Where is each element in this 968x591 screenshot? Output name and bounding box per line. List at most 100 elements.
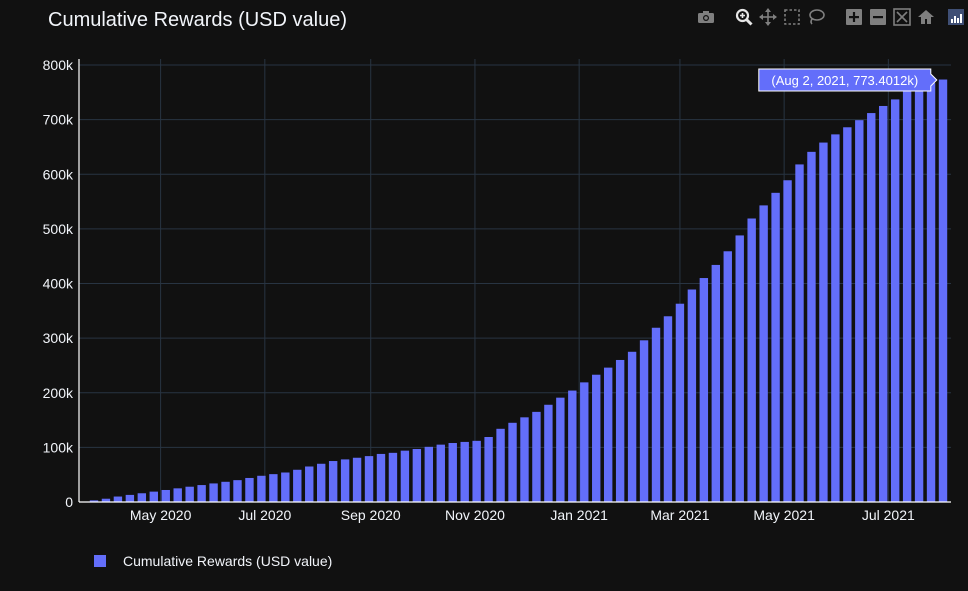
x-tick-label: Jan 2021 (550, 507, 608, 523)
bar (699, 278, 709, 502)
bar (460, 441, 469, 502)
bar (902, 91, 912, 502)
bar (149, 491, 158, 502)
bar (795, 164, 804, 503)
bar (914, 85, 924, 502)
zoom-out-icon[interactable] (866, 6, 890, 28)
y-tick-label: 800k (43, 57, 74, 73)
bar (926, 83, 936, 503)
bar (173, 488, 182, 502)
x-tick-label: Jul 2021 (862, 507, 915, 523)
bar (113, 496, 123, 502)
x-tick-label: May 2021 (753, 507, 815, 523)
bar (627, 351, 637, 502)
y-tick-label: 0 (65, 494, 73, 510)
bar (161, 489, 170, 502)
bar (867, 113, 876, 502)
x-tick-label: Nov 2020 (445, 507, 505, 523)
bar (209, 483, 218, 502)
bar (938, 79, 948, 502)
chart-title: Cumulative Rewards (USD value) (48, 9, 347, 31)
bar (723, 251, 732, 502)
bar (328, 461, 338, 502)
y-tick-label: 300k (43, 330, 74, 346)
bar (639, 340, 649, 502)
bar (687, 289, 697, 502)
x-tick-label: May 2020 (130, 507, 192, 523)
autoscale-icon[interactable] (890, 6, 914, 28)
bar (747, 218, 756, 502)
bar (472, 440, 481, 502)
bar (316, 463, 326, 502)
bar (388, 452, 398, 502)
box-select-icon[interactable] (780, 6, 804, 28)
bar (663, 316, 673, 502)
bar (221, 481, 230, 502)
zoom-in-icon[interactable] (842, 6, 866, 28)
bar (185, 486, 194, 502)
bar (592, 374, 601, 502)
legend-swatch-icon (94, 555, 106, 567)
hover-text: (Aug 2, 2021, 773.4012k) (771, 73, 918, 88)
bar (245, 477, 254, 502)
bar (257, 475, 266, 502)
bar (890, 99, 900, 502)
bar (544, 404, 553, 502)
bar (400, 450, 410, 502)
bar (293, 469, 302, 502)
bar (137, 493, 147, 502)
bar (412, 449, 422, 502)
y-tick-label: 100k (43, 439, 74, 455)
bar (735, 235, 744, 502)
bar (340, 459, 350, 502)
bar (675, 303, 685, 502)
bar (580, 382, 589, 502)
bar (484, 436, 493, 502)
bar (305, 466, 314, 502)
zoom-icon[interactable] (732, 6, 756, 28)
bar (879, 105, 888, 502)
pan-icon[interactable] (756, 6, 780, 28)
reset-axes-icon[interactable] (914, 6, 938, 28)
bar (807, 151, 816, 502)
y-tick-label: 600k (43, 166, 74, 182)
bar (532, 411, 541, 502)
bar (197, 485, 206, 502)
hover-box (758, 68, 938, 92)
y-tick-label: 200k (43, 385, 74, 401)
bar (771, 192, 780, 502)
bar (855, 120, 864, 502)
legend-item[interactable]: Cumulative Rewards (USD value) (94, 553, 332, 569)
bar (651, 327, 661, 502)
legend-label: Cumulative Rewards (USD value) (123, 553, 333, 569)
bar (101, 498, 111, 502)
y-tick-label: 700k (43, 112, 74, 128)
x-tick-label: Mar 2021 (650, 507, 709, 523)
bar (424, 446, 434, 502)
bar (508, 422, 517, 502)
x-tick-label: Jul 2020 (238, 507, 291, 523)
lasso-icon[interactable] (804, 6, 828, 28)
bar (831, 134, 840, 502)
bar (711, 264, 721, 502)
bar (436, 444, 445, 502)
bar (352, 457, 362, 502)
x-tick-label: Sep 2020 (341, 507, 401, 523)
bar (615, 359, 625, 502)
bar (556, 397, 565, 502)
bar (520, 417, 529, 502)
bar (125, 494, 135, 502)
plotly-logo-icon[interactable] (948, 9, 964, 25)
bar (376, 453, 386, 502)
y-tick-label: 500k (43, 221, 74, 237)
bar (843, 127, 852, 503)
bar (568, 390, 577, 502)
y-tick-label: 400k (43, 276, 74, 292)
bar (759, 205, 768, 503)
camera-icon[interactable] (694, 6, 718, 28)
bar (448, 443, 457, 502)
modebar (680, 6, 964, 28)
bar (281, 472, 290, 502)
bar (819, 142, 828, 502)
bar (496, 428, 505, 502)
